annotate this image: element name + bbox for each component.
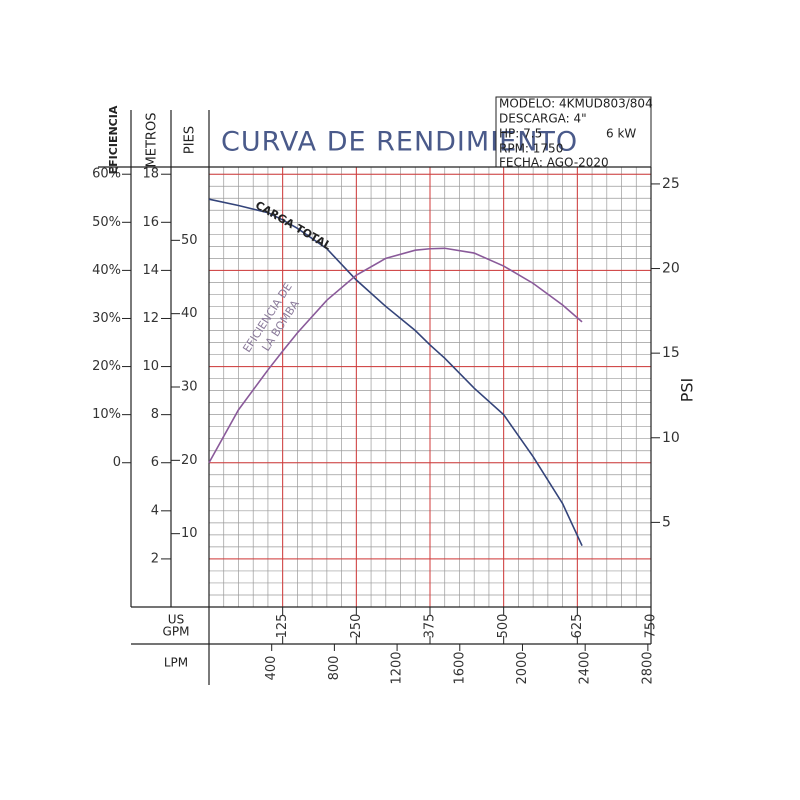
- series-line: [208, 198, 583, 547]
- metros-label: METROS: [145, 113, 160, 168]
- eficiencia-label: EFICIENCIA: [107, 105, 120, 174]
- lpm-tick-label: 1200: [390, 651, 405, 684]
- pies-tick-label: 30: [181, 380, 198, 395]
- grid: [209, 167, 651, 607]
- pies-label: PIES: [183, 126, 198, 154]
- pies-tick-label: 20: [181, 453, 198, 468]
- series-line: [208, 247, 583, 464]
- eficiencia-tick-label: 0: [113, 455, 121, 470]
- info-line: MODELO: 4KMUD803/804: [499, 97, 653, 111]
- eficiencia-tick-label: 60%: [92, 167, 121, 182]
- y2-tick-label: 25: [662, 176, 680, 192]
- info-line: HP: 7.5: [499, 127, 542, 141]
- series-label: CARGA TOTAL: [253, 199, 334, 253]
- lpm-tick-label: 2000: [515, 651, 530, 684]
- y-tick-label: 2: [151, 551, 159, 566]
- y2-tick-label: 5: [662, 514, 671, 530]
- lpm-label: LPM: [164, 656, 188, 670]
- chart-title: CURVA DE RENDIMIENTO: [221, 127, 578, 158]
- y-tick-label: 6: [151, 455, 159, 470]
- x-tick-label: 625: [570, 614, 585, 639]
- psi-label: PSI: [678, 378, 697, 403]
- y-tick-label: 10: [142, 359, 159, 374]
- lpm-tick-label: 400: [264, 656, 279, 681]
- info-line: FECHA: AGO-2020: [499, 156, 609, 170]
- y-tick-label: 14: [142, 263, 159, 278]
- info-line: DESCARGA: 4": [499, 112, 587, 126]
- eficiencia-tick-label: 10%: [92, 407, 121, 422]
- y-tick-label: 16: [142, 215, 159, 230]
- pies-tick-label: 50: [181, 233, 198, 248]
- y-tick-label: 4: [151, 503, 159, 518]
- x-tick-label: 125: [275, 614, 290, 639]
- lpm-tick-label: 2800: [640, 651, 655, 684]
- x-tick-label: 500: [496, 614, 511, 639]
- lpm-tick-label: 1600: [452, 651, 467, 684]
- x-label: GPM: [163, 625, 190, 639]
- x-label: US: [168, 613, 184, 627]
- pies-tick-label: 40: [181, 306, 198, 321]
- x-tick-label: 250: [349, 614, 364, 639]
- y2-tick-label: 15: [662, 345, 680, 361]
- lpm-tick-label: 2400: [578, 651, 593, 684]
- eficiencia-tick-label: 50%: [92, 215, 121, 230]
- y2-tick-label: 20: [662, 261, 680, 277]
- lpm-tick-label: 800: [327, 656, 342, 681]
- y-tick-label: 8: [151, 407, 159, 422]
- x-tick-label: 375: [423, 614, 438, 639]
- pies-tick-label: 10: [181, 526, 198, 541]
- info-line: RPM: 1750: [499, 142, 563, 156]
- y2-tick-label: 10: [662, 430, 680, 446]
- eficiencia-tick-label: 30%: [92, 311, 121, 326]
- info-line: 6 kW: [606, 127, 636, 141]
- eficiencia-tick-label: 40%: [92, 263, 121, 278]
- y-tick-label: 18: [142, 167, 159, 182]
- eficiencia-tick-label: 20%: [92, 359, 121, 374]
- y-tick-label: 12: [142, 311, 159, 326]
